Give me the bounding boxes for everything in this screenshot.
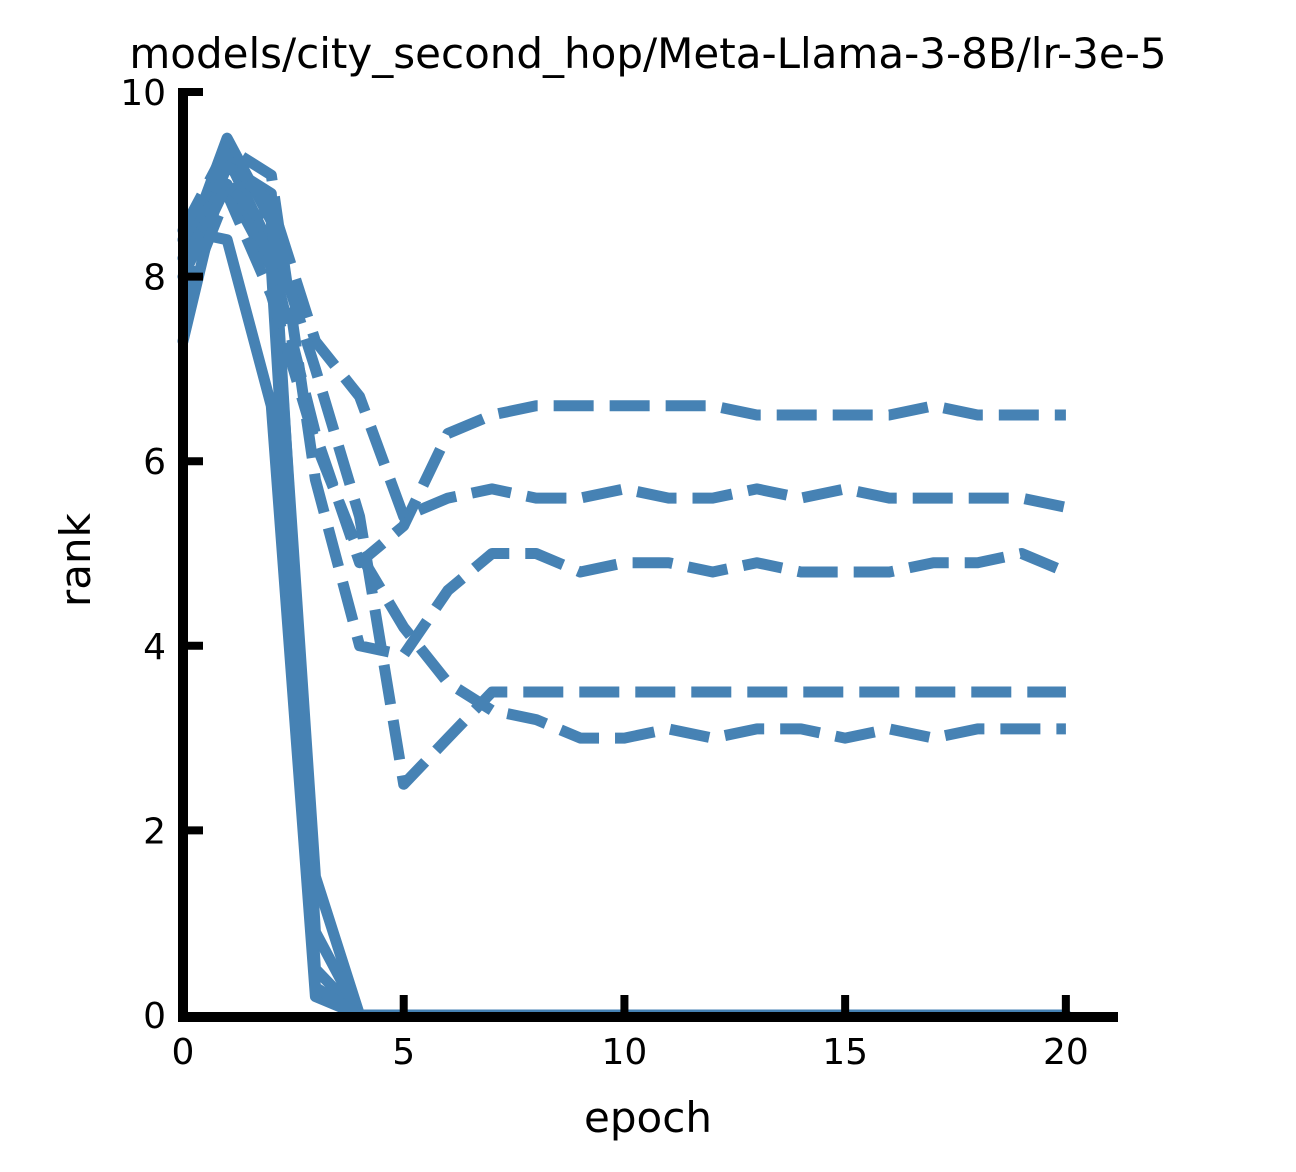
x-tick-label: 15 [822, 1032, 868, 1073]
x-axis-label: epoch [584, 1093, 712, 1142]
x-tick-label: 5 [392, 1032, 415, 1073]
y-tick-label: 8 [143, 258, 166, 299]
x-tick-label: 20 [1043, 1032, 1089, 1073]
series-line-4 [177, 160, 1072, 1021]
x-tick-label: 0 [172, 1032, 195, 1073]
y-tick-label: 6 [143, 442, 166, 483]
y-tick-label: 0 [143, 996, 166, 1037]
series-layer [177, 132, 1072, 1021]
y-axis-label: rank [51, 512, 100, 607]
y-tick-label: 4 [143, 627, 166, 668]
series-line-8 [178, 141, 1069, 661]
ticks: 0 5 10 15 20 0 2 4 6 8 10 [120, 73, 1089, 1073]
chart-title: models/city_second_hop/Meta-Llama-3-8B/l… [129, 29, 1166, 78]
series-line-9 [177, 188, 1066, 744]
y-tick-label: 10 [120, 73, 166, 114]
y-tick-label: 2 [143, 811, 166, 852]
x-tick-label: 10 [602, 1032, 648, 1073]
series-line-7 [178, 160, 1068, 523]
series-line-10 [178, 178, 1066, 790]
axes [178, 88, 1118, 1022]
